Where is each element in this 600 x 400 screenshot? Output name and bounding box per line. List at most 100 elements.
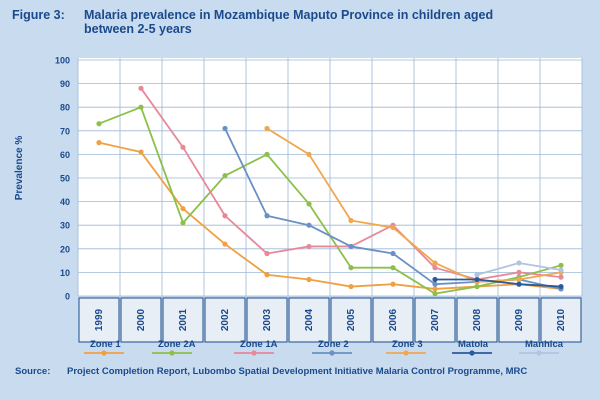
data-point — [222, 173, 228, 179]
legend-label: Manhica — [525, 339, 564, 350]
data-point — [432, 260, 438, 266]
data-point — [306, 151, 312, 157]
x-tick-label: 2006 — [388, 308, 399, 331]
data-point — [474, 276, 480, 283]
x-category-box — [540, 297, 582, 343]
data-point — [306, 276, 312, 283]
data-point — [558, 283, 564, 290]
data-point — [306, 222, 312, 228]
y-tick-label: 20 — [60, 244, 70, 254]
legend-label: Zone 2A — [158, 339, 196, 350]
y-axis-label: Prevalence % — [14, 136, 25, 201]
data-point — [264, 213, 270, 219]
data-point — [390, 265, 396, 271]
data-point — [348, 217, 354, 224]
data-point — [516, 281, 522, 287]
data-point — [516, 269, 522, 275]
data-point — [390, 281, 396, 287]
data-point — [306, 201, 312, 207]
source-text: Project Completion Report, Lubombo Spati… — [67, 366, 528, 377]
legend-label: Zone 2 — [318, 339, 349, 350]
y-tick-label: 30 — [60, 221, 70, 231]
y-tick-label: 10 — [60, 268, 70, 278]
data-point — [138, 149, 144, 155]
x-category-box — [498, 297, 540, 343]
data-point — [306, 243, 312, 250]
data-point — [516, 260, 522, 266]
x-tick-label: 2007 — [430, 308, 441, 331]
x-category-box — [330, 297, 372, 343]
x-category-box — [456, 297, 498, 343]
x-tick-label: 2003 — [262, 308, 273, 331]
x-category-box — [78, 297, 120, 343]
x-category-box — [414, 297, 456, 343]
figure-title-text: Malaria prevalence in Mozambique Maputo … — [84, 8, 494, 36]
source-note: Source: Project Completion Report, Lubom… — [15, 366, 585, 378]
data-point — [432, 276, 438, 283]
data-point — [264, 250, 270, 257]
data-point — [390, 224, 396, 231]
y-tick-label: 40 — [60, 197, 70, 207]
data-point — [348, 283, 354, 290]
figure-title: Figure 3: Malaria prevalence in Mozambiq… — [12, 8, 512, 36]
data-point — [180, 206, 186, 212]
x-tick-label: 2009 — [514, 308, 525, 331]
data-point — [264, 151, 270, 157]
y-tick-label: 100 — [55, 56, 70, 66]
data-point — [432, 291, 438, 297]
x-category-box — [162, 297, 204, 343]
legend-label: Zone 1 — [90, 339, 121, 350]
data-point — [180, 220, 186, 226]
figure-label: Figure 3: — [12, 8, 65, 22]
x-tick-label: 2000 — [136, 308, 147, 331]
data-point — [474, 272, 480, 278]
y-tick-label: 90 — [60, 79, 70, 89]
legend-label: Zone 1A — [240, 339, 278, 350]
data-point — [558, 274, 564, 280]
y-tick-label: 60 — [60, 150, 70, 160]
data-point — [390, 250, 396, 257]
data-point — [96, 121, 102, 127]
x-tick-label: 2001 — [178, 308, 189, 331]
data-point — [180, 144, 186, 150]
source-label: Source: — [15, 366, 51, 377]
data-point — [138, 85, 144, 91]
x-category-box — [288, 297, 330, 343]
y-tick-label: 0 — [65, 292, 70, 302]
legend-swatch-marker — [329, 350, 335, 356]
x-category-box — [204, 297, 246, 343]
x-tick-label: 2004 — [304, 308, 315, 331]
x-tick-label: 2002 — [220, 308, 231, 331]
data-point — [432, 281, 438, 287]
series-line-zone-1 — [98, 141, 562, 290]
data-point — [474, 283, 480, 290]
data-point — [432, 265, 438, 271]
data-point — [222, 125, 228, 132]
data-point — [222, 213, 228, 219]
data-point — [96, 140, 102, 146]
data-point — [348, 243, 354, 250]
series-line-zone-3 — [266, 127, 562, 283]
series-line-matola — [435, 278, 562, 288]
x-category-box — [372, 297, 414, 343]
data-point — [138, 104, 144, 110]
legend-swatch-marker — [469, 350, 475, 356]
data-point — [264, 272, 270, 278]
x-tick-label: 2008 — [472, 308, 483, 331]
data-point — [432, 286, 438, 292]
legend-swatch-marker — [251, 350, 257, 356]
x-tick-label: 2005 — [346, 308, 357, 331]
data-point — [558, 262, 564, 268]
data-point — [558, 267, 564, 273]
legend-label: Zone 3 — [392, 339, 423, 350]
y-tick-label: 50 — [60, 174, 70, 184]
legend-label: Matola — [458, 339, 489, 350]
data-point — [516, 276, 522, 283]
legend-swatch-marker — [403, 350, 409, 356]
legend-swatch-marker — [169, 350, 175, 356]
y-tick-label: 70 — [60, 126, 70, 136]
data-point — [264, 125, 270, 132]
x-category-box — [120, 297, 162, 343]
legend-swatch-marker — [101, 350, 107, 356]
